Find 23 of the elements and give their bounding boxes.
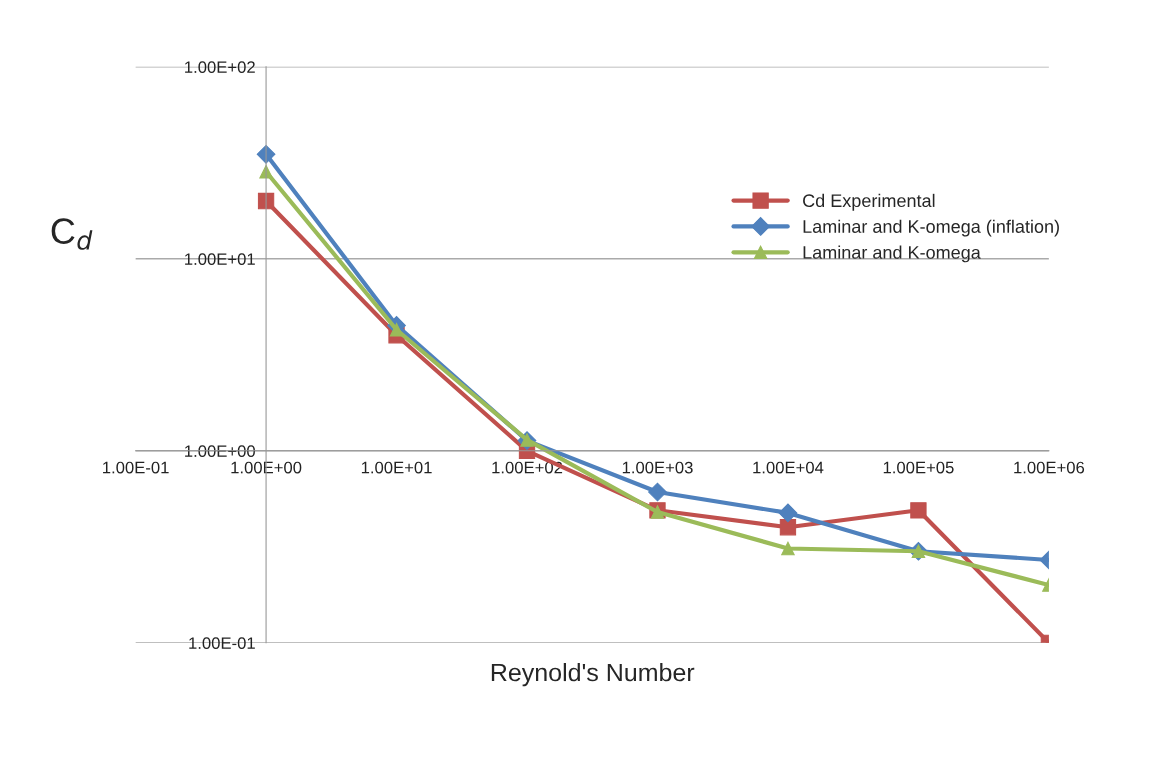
- point: [781, 541, 795, 556]
- legend-label: Laminar and K-omega: [803, 245, 981, 263]
- x-tick-label: 1.00E-01: [103, 461, 169, 474]
- x-tick-label: 1.00E+01: [361, 461, 432, 474]
- point: [910, 502, 927, 519]
- point: [648, 482, 667, 502]
- legend-label: Laminar and K-omega (inflation): [803, 219, 1059, 237]
- y-tick-label: 1.00E-01: [189, 637, 255, 650]
- x-tick-label: 1.00E+06: [1014, 461, 1085, 474]
- y-tick-label: 1.00E+00: [185, 445, 256, 458]
- x-tick-label: 1.00E+04: [753, 461, 824, 474]
- x-tick-label: 1.00E+05: [883, 461, 954, 474]
- x-tick-label: 1.00E+00: [231, 461, 302, 474]
- point: [779, 519, 797, 536]
- x-axis-title: Reynold's Number: [491, 662, 695, 687]
- x-tick-label: 1.00E+02: [492, 461, 563, 474]
- point: [389, 323, 404, 337]
- x-tick-label: 1.00E+03: [622, 461, 693, 474]
- y-tick-label: 1.00E+01: [185, 253, 255, 266]
- point: [778, 503, 798, 523]
- legend-label: Cd Experimental: [803, 193, 935, 211]
- y-tick-label: 1.00E+02: [185, 61, 255, 74]
- y-axis-title: C$_{d}$: [51, 218, 93, 250]
